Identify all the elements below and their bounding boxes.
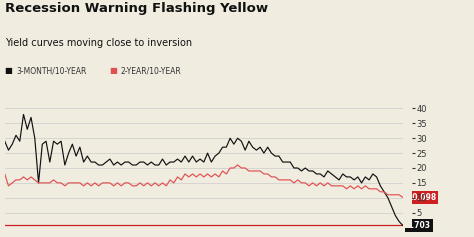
Text: Recession Warning Flashing Yellow: Recession Warning Flashing Yellow [5,2,268,15]
Text: ■: ■ [109,66,117,75]
Text: 0.703: 0.703 [407,221,431,230]
Text: 10.098: 10.098 [407,193,436,202]
Text: ■: ■ [5,66,13,75]
Text: Yield curves moving close to inversion: Yield curves moving close to inversion [5,38,192,48]
Text: 2-YEAR/10-YEAR: 2-YEAR/10-YEAR [121,66,182,75]
Text: 3-MONTH/10-YEAR: 3-MONTH/10-YEAR [17,66,87,75]
